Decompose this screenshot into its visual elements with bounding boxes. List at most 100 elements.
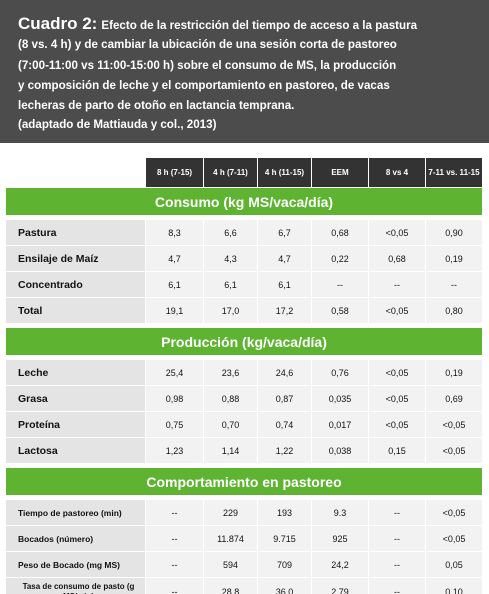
row-label: Proteína [5, 411, 146, 438]
cell-value: 0,10 [425, 577, 482, 594]
cell-value: -- [368, 551, 426, 578]
caption-line: Efecto de la restricción del tiempo de a… [101, 19, 418, 32]
row-label: Peso de Bocado (mg MS) [5, 551, 146, 578]
cell-value: 36,0 [257, 577, 312, 594]
cell-value: <0,05 [425, 499, 482, 526]
cell-value: 0,68 [368, 245, 426, 272]
cell-value: 0,035 [311, 385, 369, 412]
row-label: Tiempo de pastoreo (min) [5, 499, 146, 526]
cell-value: 0,017 [311, 411, 369, 438]
cell-value: 0,76 [311, 359, 369, 386]
cell-value: 4,3 [203, 245, 258, 272]
cell-value: 0,75 [145, 411, 204, 438]
row-label: Lactosa [5, 437, 146, 464]
caption-label: Cuadro 2: [18, 14, 98, 33]
cell-value: 8,3 [145, 219, 204, 246]
row-label: Concentrado [5, 271, 146, 298]
table-row: Concentrado 6,1 6,1 6,1 -- -- -- [5, 271, 482, 298]
cell-value: 0,68 [311, 219, 369, 246]
cell-value: <0,05 [368, 385, 426, 412]
cell-value: 0,58 [311, 297, 369, 324]
table-row: Bocados (número) -- 11.874 9.715 925 -- <0,05 [5, 525, 482, 552]
cell-value: 0,74 [257, 411, 312, 438]
table-row: Grasa 0,98 0,88 0,87 0,035 <0,05 0,69 [5, 385, 482, 412]
corner-cell [5, 157, 146, 188]
cell-value: <0,05 [368, 219, 426, 246]
section-header-row: Comportamiento en pastoreo [5, 467, 482, 496]
cell-value: 0,87 [257, 385, 312, 412]
cell-value: 193 [257, 499, 312, 526]
cell-value: <0,05 [368, 297, 426, 324]
table-row: Tasa de consumo de pasto (g MS/min) -- 28,… [5, 577, 482, 594]
section-header-row: Producción (kg/vaca/día) [5, 327, 482, 356]
cell-value: 0,98 [145, 385, 204, 412]
column-header-row: 8 h (7-15) 4 h (7-11) 4 h (11-15) EEM 8 … [5, 157, 482, 188]
cell-value: 0,69 [425, 385, 482, 412]
cell-value: 0,80 [425, 297, 482, 324]
table-row: Leche 25,4 23,6 24,6 0,76 <0,05 0,19 [5, 359, 482, 386]
caption-line: (adaptado de Mattiauda y col., 2013) [18, 118, 217, 131]
caption-line: lecheras de parto de otoño en lactancia … [18, 99, 295, 112]
section-header-row: Consumo (kg MS/vaca/día) [5, 187, 482, 216]
cell-value: -- [368, 577, 426, 594]
cell-value: 9.3 [311, 499, 369, 526]
table-row: Total 19,1 17,0 17,2 0,58 <0,05 0,80 [5, 297, 482, 324]
cell-value: 0,15 [368, 437, 426, 464]
cell-value: -- [311, 271, 369, 298]
cell-value: 0,19 [425, 359, 482, 386]
cell-value: 11.874 [203, 525, 258, 552]
row-label: Bocados (número) [5, 525, 146, 552]
results-table: 8 h (7-15) 4 h (7-11) 4 h (11-15) EEM 8 … [5, 157, 482, 594]
row-label: Ensilaje de Maíz [5, 245, 146, 272]
cell-value: 4,7 [257, 245, 312, 272]
cell-value: 6,1 [203, 271, 258, 298]
cell-value: 6,1 [257, 271, 312, 298]
cell-value: 709 [257, 551, 312, 578]
caption-first-line: Cuadro 2: Efecto de la restricción del ti… [18, 14, 417, 34]
cell-value: -- [145, 525, 204, 552]
caption-line: y composición de leche y el comportamien… [18, 79, 390, 92]
cell-value: -- [145, 499, 204, 526]
cell-value: 229 [203, 499, 258, 526]
cell-value: -- [368, 499, 426, 526]
cell-value: 0,19 [425, 245, 482, 272]
table-row: Ensilaje de Maíz 4,7 4,3 4,7 0,22 0,68 0,19 [5, 245, 482, 272]
cell-value: 1,22 [257, 437, 312, 464]
section-title: Producción (kg/vaca/día) [5, 327, 482, 356]
column-header: 4 h (11-15) [257, 157, 312, 188]
cell-value: -- [368, 271, 426, 298]
table-row: Peso de Bocado (mg MS) -- 594 709 24,2 -- 0,05 [5, 551, 482, 578]
section-title: Consumo (kg MS/vaca/día) [5, 187, 482, 216]
cell-value: 925 [311, 525, 369, 552]
cell-value: 0,70 [203, 411, 258, 438]
cell-value: 17,0 [203, 297, 258, 324]
cell-value: 0,22 [311, 245, 369, 272]
cell-value: <0,05 [425, 411, 482, 438]
caption-line: (7:00-11:00 vs 11:00-15:00 h) sobre el c… [18, 59, 397, 72]
cell-value: -- [368, 525, 426, 552]
column-header: 8 vs 4 [368, 157, 426, 188]
cell-value: -- [425, 271, 482, 298]
column-header: 8 h (7-15) [145, 157, 204, 188]
column-header: EEM [311, 157, 369, 188]
cell-value: 0,038 [311, 437, 369, 464]
cell-value: 0,05 [425, 551, 482, 578]
cell-value: 17,2 [257, 297, 312, 324]
table-row: Pastura 8,3 6,6 6,7 0,68 <0,05 0,90 [5, 219, 482, 246]
cell-value: <0,05 [425, 525, 482, 552]
table-row: Proteína 0,75 0,70 0,74 0,017 <0,05 <0,05 [5, 411, 482, 438]
row-label: Total [5, 297, 146, 324]
cell-value: 9.715 [257, 525, 312, 552]
cell-value: <0,05 [425, 437, 482, 464]
cell-value: 0,88 [203, 385, 258, 412]
cell-value: 19,1 [145, 297, 204, 324]
table-row: Tiempo de pastoreo (min) -- 229 193 9.3 -- <0,… [5, 499, 482, 526]
cell-value: 4,7 [145, 245, 204, 272]
cell-value: 25,4 [145, 359, 204, 386]
cell-value: 6,6 [203, 219, 258, 246]
row-label: Tasa de consumo de pasto (g MS/min) [5, 577, 146, 594]
cell-value: 28,8 [203, 577, 258, 594]
column-header: 7-11 vs. 11-15 [425, 157, 482, 188]
cell-value: 594 [203, 551, 258, 578]
